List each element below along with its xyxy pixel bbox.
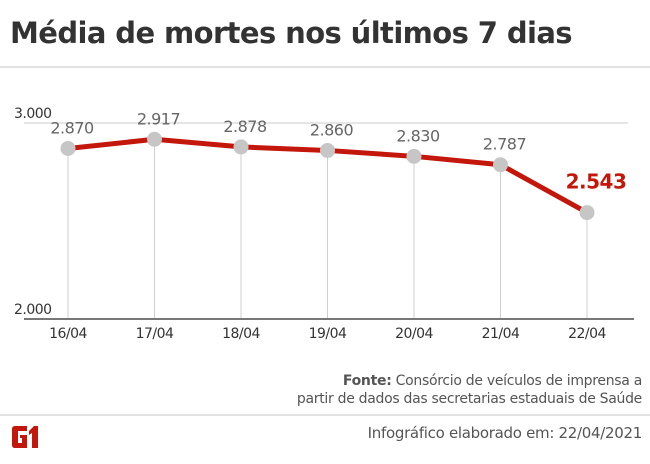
g1-logo	[12, 426, 38, 448]
data-label: 2.917	[137, 109, 180, 128]
made-date: Infográfico elaborado em: 22/04/2021	[367, 424, 643, 442]
title-divider	[0, 66, 650, 68]
x-tick-label: 16/04	[49, 326, 87, 342]
data-point	[493, 157, 508, 173]
source-note: Fonte: Consórcio de veículos de imprensa…	[297, 372, 642, 408]
y-tick-label: 2.000	[14, 302, 52, 318]
data-point	[320, 142, 335, 158]
x-tick-label: 18/04	[222, 326, 260, 342]
data-label: 2.787	[483, 135, 526, 154]
x-tick-label: 19/04	[309, 326, 347, 342]
x-tick-label: 20/04	[395, 326, 433, 342]
source-line-2: partir de dados das secretarias estaduai…	[296, 391, 642, 407]
data-point	[233, 139, 249, 155]
x-tick-label: 22/04	[568, 326, 606, 342]
data-label: 2.870	[50, 118, 94, 137]
source-line-1: Consórcio de veículos de imprensa a	[395, 373, 643, 389]
data-label: 2.830	[396, 126, 440, 145]
data-label: 2.878	[223, 117, 267, 136]
data-point	[579, 205, 595, 221]
data-point	[406, 148, 422, 164]
x-tick-label: 17/04	[136, 326, 174, 342]
footer-divider	[0, 414, 650, 416]
source-label: Fonte:	[342, 373, 392, 389]
data-point	[60, 140, 76, 156]
y-tick-label: 3.000	[14, 106, 52, 122]
chart-title: Média de mortes nos últimos 7 dias	[10, 16, 573, 50]
data-point	[147, 131, 162, 147]
x-tick-label: 21/04	[482, 326, 520, 342]
data-label: 2.860	[310, 120, 354, 139]
data-label: 2.543	[566, 170, 627, 194]
